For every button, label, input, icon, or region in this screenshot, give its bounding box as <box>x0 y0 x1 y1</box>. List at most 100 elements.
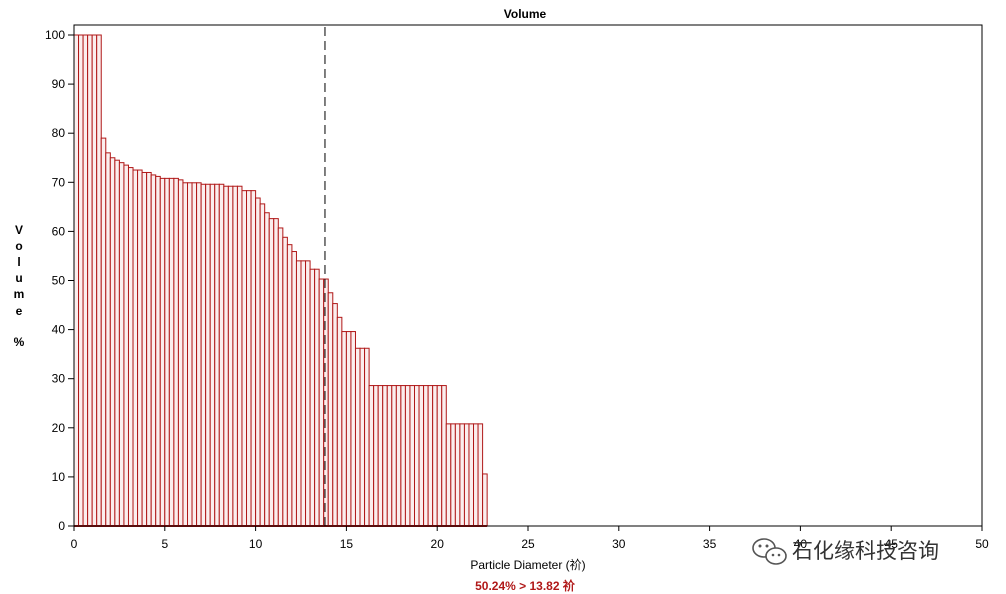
histogram-bar <box>273 218 279 527</box>
histogram-bar <box>196 182 202 527</box>
histogram-bar <box>445 423 452 527</box>
histogram-bar <box>482 473 488 527</box>
histogram-bar <box>223 185 229 527</box>
histogram-bar <box>127 167 134 527</box>
histogram-bar <box>218 183 225 527</box>
x-tick-label: 20 <box>431 537 445 551</box>
histogram-bar <box>191 182 198 527</box>
histogram-bar <box>368 385 375 527</box>
y-tick-label: 70 <box>52 175 66 189</box>
y-axis-ticks: 0 10 20 30 40 50 60 70 80 90 100 <box>45 28 74 533</box>
histogram-bar <box>141 171 148 527</box>
x-tick-label: 15 <box>340 537 354 551</box>
histogram-bar <box>391 385 397 527</box>
histogram-bar <box>214 183 220 527</box>
x-tick-label: 40 <box>794 537 808 551</box>
histogram-bar <box>427 385 434 527</box>
histogram-bar <box>155 175 161 527</box>
histogram-bar <box>232 185 238 527</box>
histogram-bar <box>173 177 179 527</box>
histogram-bar <box>268 218 275 527</box>
histogram-bar <box>354 347 361 527</box>
histogram-bar <box>91 34 98 527</box>
y-label-letter: l <box>17 255 20 269</box>
histogram-bar <box>227 185 234 527</box>
x-tick-label: 50 <box>975 537 989 551</box>
y-tick-label: 50 <box>52 274 66 288</box>
y-label-unit: % <box>14 335 25 349</box>
histogram-bar <box>463 423 470 527</box>
histogram-bar <box>314 268 320 527</box>
y-label-letter: e <box>16 304 23 318</box>
histogram-bar <box>477 423 484 527</box>
y-tick-label: 100 <box>45 28 65 42</box>
histogram-bar <box>454 423 461 527</box>
y-tick-label: 30 <box>52 372 66 386</box>
x-tick-label: 0 <box>71 537 78 551</box>
histogram-bar <box>359 347 366 527</box>
histogram-bar <box>164 177 170 527</box>
x-tick-label: 10 <box>249 537 263 551</box>
y-label-letter: u <box>15 271 22 285</box>
histogram-bar <box>200 183 207 527</box>
median-annotation: 50.24% > 13.82 祄 <box>475 578 576 593</box>
histogram-bar <box>236 185 243 527</box>
histogram-bar <box>300 260 307 527</box>
histogram-bar <box>318 278 325 527</box>
histogram-bar <box>414 385 420 527</box>
histogram-bar <box>341 331 347 527</box>
histogram-bar <box>87 34 93 527</box>
histogram-bars <box>73 34 488 527</box>
histogram-bar <box>109 157 116 527</box>
x-axis-ticks: 0 5 10 15 20 25 30 35 40 45 50 <box>71 526 989 551</box>
y-tick-label: 90 <box>52 77 66 91</box>
histogram-bar <box>332 303 338 527</box>
histogram-bar <box>259 203 266 527</box>
y-tick-label: 40 <box>52 323 66 337</box>
histogram-bar <box>373 385 379 527</box>
histogram-bar <box>137 169 143 527</box>
histogram-bar <box>364 347 370 527</box>
histogram-bar <box>286 244 293 527</box>
histogram-bar <box>468 423 475 527</box>
histogram-bar <box>96 34 102 527</box>
histogram-bar <box>114 159 120 527</box>
histogram-bar <box>277 227 284 527</box>
histogram-bar <box>418 385 425 527</box>
histogram-bar <box>187 182 193 527</box>
y-tick-label: 80 <box>52 126 66 140</box>
x-axis-label: Particle Diameter (祄) <box>470 557 585 572</box>
histogram-bar <box>473 423 479 527</box>
plot-frame <box>73 24 983 527</box>
histogram-bar <box>241 190 248 527</box>
histogram-bar <box>118 162 125 527</box>
histogram-bar <box>459 423 465 527</box>
histogram-bar <box>168 177 175 527</box>
histogram-bar <box>350 331 356 527</box>
y-axis-label: Volume% <box>14 223 25 349</box>
histogram-bar <box>205 183 211 527</box>
y-label-letter: m <box>14 287 25 301</box>
histogram-bar <box>159 177 166 527</box>
histogram-bar <box>327 292 334 527</box>
histogram-bar <box>78 34 84 527</box>
histogram-bar <box>123 164 129 527</box>
watermark: 石化缘科技咨询 <box>752 538 939 565</box>
histogram-bar <box>209 183 216 527</box>
histogram-bar <box>404 385 411 527</box>
histogram-bar <box>100 137 107 527</box>
histogram-bar <box>146 171 152 527</box>
x-tick-label: 45 <box>885 537 899 551</box>
histogram-bar <box>255 197 261 527</box>
histogram-bar <box>264 212 270 527</box>
histogram-bar <box>73 34 80 527</box>
watermark-text: 石化缘科技咨询 <box>792 539 939 563</box>
histogram-bar <box>382 385 388 527</box>
histogram-bar <box>182 182 189 527</box>
y-tick-label: 20 <box>52 421 66 435</box>
histogram-bar <box>432 385 438 527</box>
histogram-bar <box>250 190 257 527</box>
histogram-bar <box>132 169 139 527</box>
histogram-bar <box>409 385 415 527</box>
histogram-bar <box>105 152 111 527</box>
